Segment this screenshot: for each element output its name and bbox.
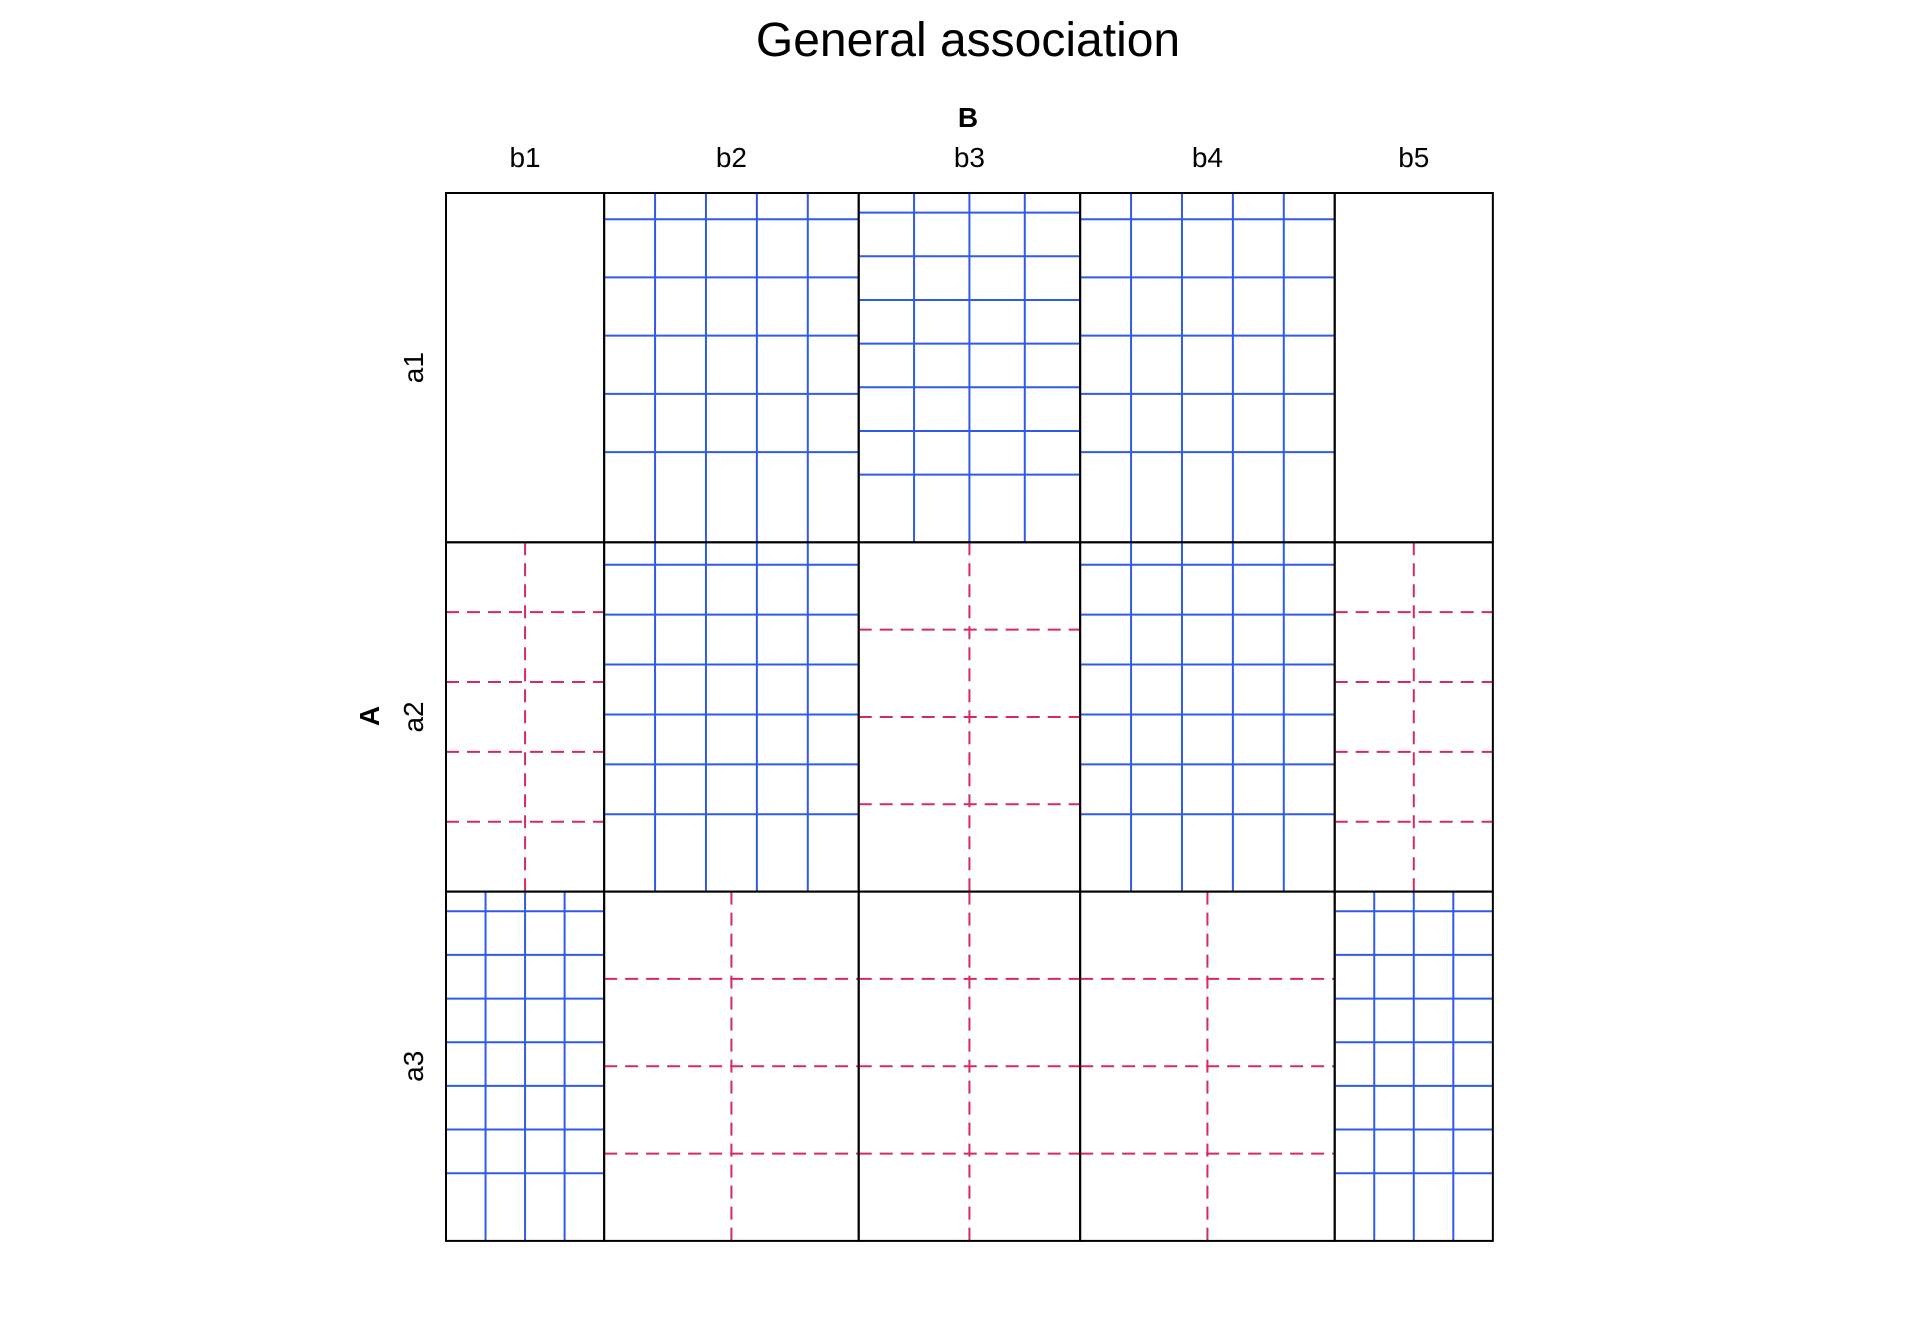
cell-a3-b1 bbox=[445, 890, 606, 1242]
col-label-b1: b1 bbox=[509, 142, 540, 173]
row-label-a3: a3 bbox=[398, 1051, 429, 1082]
cell-a2-b1 bbox=[445, 541, 606, 893]
sieve-cells bbox=[445, 192, 1494, 1242]
row-label-a1: a1 bbox=[398, 352, 429, 383]
cell-a1-b3 bbox=[857, 192, 1082, 544]
row-variable-label: A bbox=[354, 706, 385, 726]
cell-a1-b2 bbox=[603, 192, 860, 544]
cell-a3-b4 bbox=[1079, 890, 1336, 1242]
col-level-labels: b1 b2 b3 b4 b5 bbox=[509, 142, 1429, 173]
cell-a2-b5 bbox=[1333, 541, 1494, 893]
cell-a1-b4 bbox=[1079, 192, 1336, 544]
cell-border bbox=[1333, 890, 1494, 1242]
cell-border bbox=[1079, 541, 1336, 893]
cell-border bbox=[1079, 192, 1336, 544]
cell-a2-b2 bbox=[603, 541, 860, 893]
row-variable-group: A bbox=[354, 706, 385, 726]
cell-border bbox=[603, 541, 860, 893]
row-level-labels: a1 a2 a3 bbox=[398, 352, 429, 1082]
col-label-b2: b2 bbox=[716, 142, 747, 173]
cell-a1-b5 bbox=[1333, 192, 1494, 544]
cell-border bbox=[445, 192, 606, 544]
col-label-b3: b3 bbox=[954, 142, 985, 173]
col-label-b5: b5 bbox=[1398, 142, 1429, 173]
col-label-b4: b4 bbox=[1192, 142, 1223, 173]
cell-a3-b5 bbox=[1333, 890, 1494, 1242]
row-label-a2: a2 bbox=[398, 701, 429, 732]
cell-border bbox=[1333, 192, 1494, 544]
col-variable-label: B bbox=[958, 102, 978, 133]
cell-a2-b4 bbox=[1079, 541, 1336, 893]
cell-a1-b1 bbox=[445, 192, 606, 544]
cell-a3-b3 bbox=[857, 890, 1082, 1242]
chart-title: General association bbox=[756, 14, 1180, 67]
cell-border bbox=[603, 192, 860, 544]
cell-a3-b2 bbox=[603, 890, 860, 1242]
cell-a2-b3 bbox=[857, 541, 1082, 893]
